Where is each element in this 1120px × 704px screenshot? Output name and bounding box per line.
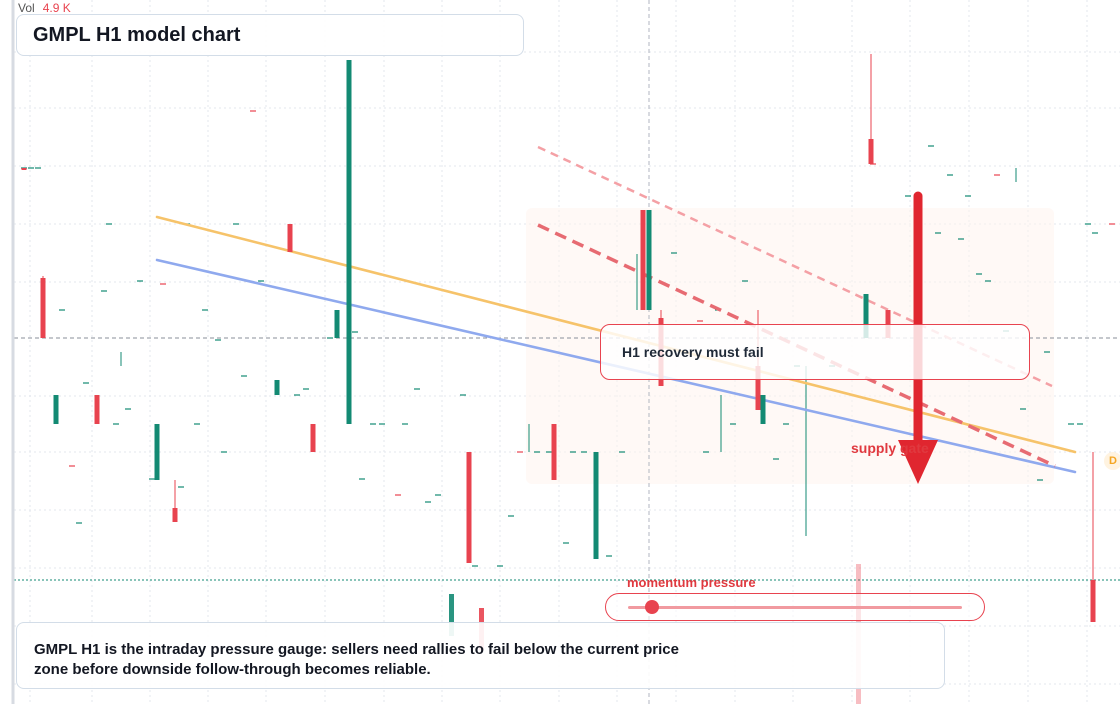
candle-body [868, 139, 874, 164]
candle-body [21, 168, 27, 170]
callout-text: H1 recovery must fail [622, 344, 764, 360]
candle-body [646, 210, 652, 310]
note-card: GMPL H1 is the intraday pressure gauge: … [16, 622, 945, 689]
chart-title: GMPL H1 model chart [33, 23, 241, 46]
candle-body [287, 224, 293, 252]
gauge-knob[interactable] [644, 600, 659, 614]
candle-body [334, 310, 340, 338]
minor-price-ticks [21, 110, 1115, 567]
candle-body [466, 452, 472, 563]
candle-body [863, 294, 869, 338]
volume-value: 4.9 K [42, 1, 71, 15]
gauge-track [628, 606, 962, 609]
candle-body [1090, 580, 1096, 622]
candles [21, 54, 1096, 622]
candle-body [640, 210, 646, 310]
note-text: GMPL H1 is the intraday pressure gauge: … [34, 641, 679, 678]
candle-body [346, 60, 352, 424]
downtrend-line-faint [537, 145, 1053, 388]
volume-bar [449, 594, 454, 636]
momentum-pressure-gauge[interactable] [605, 593, 985, 621]
supply-gate-label: supply gate [851, 440, 929, 456]
candle-body [94, 395, 100, 424]
volume-readout: Vol 4.9 K [18, 1, 71, 15]
candle-body [154, 424, 160, 480]
candle-body [755, 366, 761, 410]
candle-body [760, 395, 766, 424]
candle-body [310, 424, 316, 452]
candle-body [53, 395, 59, 424]
candle-body [274, 380, 280, 395]
candle-body [593, 452, 599, 559]
price-edge-badge: D [1104, 452, 1120, 470]
recovery-callout: H1 recovery must fail [600, 324, 1030, 380]
title-card: GMPL H1 model chart [16, 14, 524, 56]
candle-body [40, 278, 46, 338]
downside-arrow [898, 191, 938, 484]
candle-body [172, 508, 178, 522]
candle-body [551, 424, 557, 480]
volume-label: Vol [18, 1, 35, 15]
momentum-pressure-label: momentum pressure [627, 575, 756, 590]
